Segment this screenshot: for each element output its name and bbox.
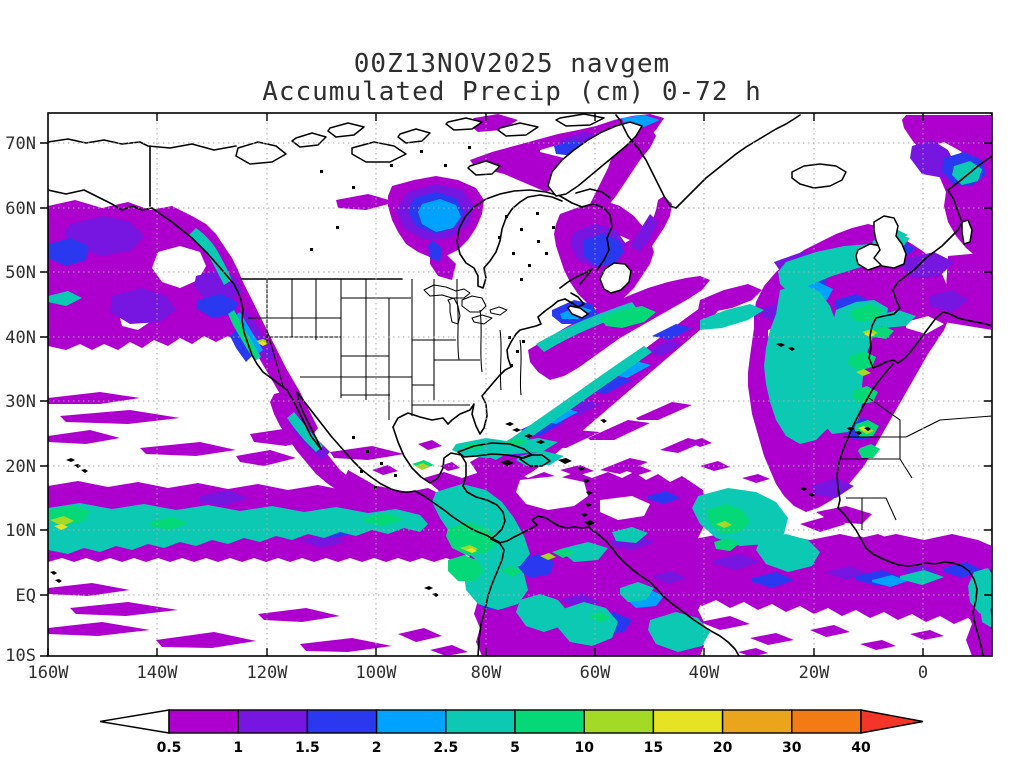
- colorbar-segment: [168, 709, 239, 734]
- colorbar-segment: [514, 709, 585, 734]
- colorbar-below-arrow: [99, 709, 170, 734]
- lon-label: 20W: [799, 663, 830, 683]
- lat-label: 10N: [5, 521, 36, 541]
- lat-label: 10S: [5, 646, 36, 666]
- lon-label: 120W: [247, 663, 289, 683]
- colorbar-level-label: 20: [713, 740, 733, 756]
- colorbar-segments: [168, 709, 862, 734]
- colorbar-level-label: 40: [851, 740, 871, 756]
- lon-label: 80W: [471, 663, 502, 683]
- colorbar-level-label: 15: [644, 740, 663, 756]
- colorbar-level-label: 5: [510, 740, 520, 756]
- colorbar-segment: [375, 709, 447, 734]
- colorbar-level-label: 10: [574, 740, 594, 756]
- colorbar-segment: [306, 709, 378, 734]
- lat-label: 60N: [5, 199, 36, 219]
- lat-label: 50N: [5, 263, 36, 283]
- lat-label: 30N: [5, 392, 36, 412]
- precip-layer-15: [54, 332, 875, 553]
- colorbar-above-arrow: [860, 709, 924, 734]
- lon-label: 100W: [356, 663, 398, 683]
- caribbean-islands: [457, 422, 595, 526]
- precip-layer-5: [48, 304, 894, 623]
- colorbar-level-label: 2.5: [433, 740, 458, 756]
- colorbar-segment: [721, 709, 793, 734]
- colorbar: 0.5 1 1.5 2 2.5 5 10 15 20 30 40: [99, 709, 924, 756]
- colorbar-level-label: 1: [233, 740, 243, 756]
- map-frame: [47, 112, 993, 657]
- colorbar-level-label: 0.5: [157, 740, 182, 756]
- lon-label: 160W: [28, 663, 70, 683]
- lat-label: 20N: [5, 457, 36, 477]
- colorbar-labels: 0.5 1 1.5 2 2.5 5 10 15 20 30 40: [157, 740, 871, 756]
- lat-label: 70N: [5, 134, 36, 154]
- colorbar-level-label: 30: [782, 740, 802, 756]
- precip-shading: [48, 113, 992, 656]
- lon-label: 140W: [137, 663, 179, 683]
- plot-title: 00Z13NOV2025 navgem Accumulated Precip (…: [0, 50, 1024, 106]
- lat-label: EQ: [16, 586, 36, 606]
- colorbar-segment: [791, 709, 862, 734]
- lat-axis-labels: 70N 60N 50N 40N 30N 20N 10N EQ 10S: [5, 134, 36, 666]
- colorbar-segment: [583, 709, 655, 734]
- lon-axis-labels: 160W 140W 120W 100W 80W 60W 40W 20W 0: [28, 663, 929, 683]
- lon-label: 40W: [689, 663, 720, 683]
- lat-label: 40N: [5, 328, 36, 348]
- colorbar-segment: [652, 709, 724, 734]
- axis-ticks: [40, 113, 992, 657]
- lon-label: 0: [918, 663, 928, 683]
- colorbar-level-label: 2: [372, 740, 382, 756]
- lon-label: 60W: [580, 663, 611, 683]
- graticule: [48, 113, 992, 656]
- plot-title-line1: 00Z13NOV2025 navgem: [353, 49, 671, 79]
- plot-title-line2: Accumulated Precip (cm) 0-72 h: [262, 77, 762, 107]
- colorbar-segment: [445, 709, 516, 734]
- colorbar-segment: [237, 709, 309, 734]
- colorbar-level-label: 1.5: [295, 740, 320, 756]
